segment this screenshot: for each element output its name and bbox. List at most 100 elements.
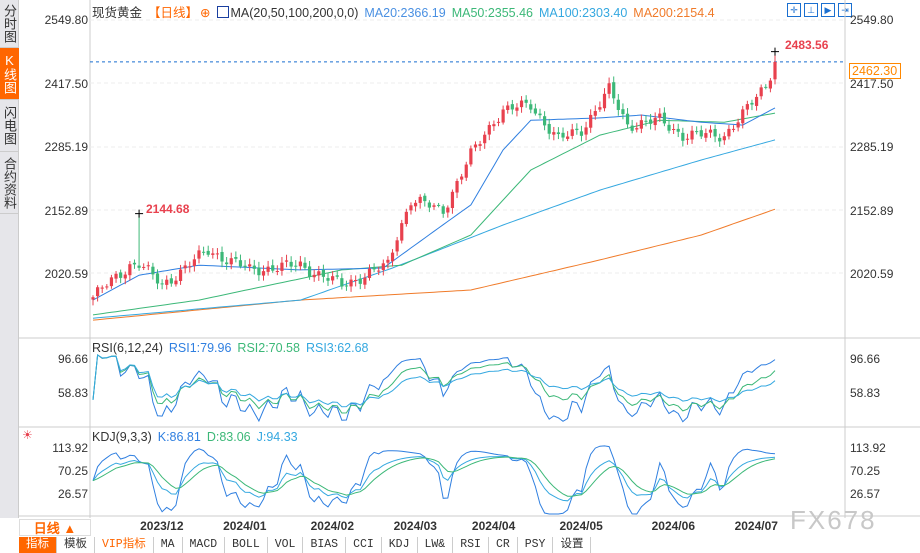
kdj-d-line: [92, 456, 776, 497]
candle-body: [630, 125, 634, 131]
crosshair-tool-icon[interactable]: ✛: [787, 3, 801, 17]
candle-body: [685, 138, 690, 140]
tab-boll[interactable]: BOLL: [225, 537, 268, 553]
candle-body: [215, 253, 220, 255]
tab-vip[interactable]: VIP指标: [95, 537, 154, 553]
sidebar-item-timeshare[interactable]: 分时图: [0, 0, 19, 48]
candle-body: [160, 283, 164, 285]
candle-body: [653, 117, 657, 126]
tab-kdj[interactable]: KDJ: [381, 537, 418, 553]
candle-body: [243, 265, 247, 267]
tab-indicators[interactable]: 指标: [19, 537, 57, 553]
candle-body: [644, 120, 648, 122]
tab-templates[interactable]: 模板: [57, 537, 95, 553]
candle-body: [584, 127, 588, 135]
candle-body: [552, 132, 556, 135]
candle-body: [349, 279, 353, 287]
tab-cci[interactable]: CCI: [346, 537, 382, 553]
play-icon[interactable]: ▶: [821, 3, 835, 17]
candle-body: [741, 109, 745, 124]
candle-body: [487, 125, 491, 135]
candle-body: [340, 278, 344, 287]
tab-macd[interactable]: MACD: [182, 537, 226, 553]
kdj-axis-label: 113.92: [52, 441, 88, 455]
view-sidebar: 分时图 K线图 闪电图 合约资料: [0, 0, 19, 518]
candle-body: [137, 265, 141, 268]
rsi-axis-label: 58.83: [57, 386, 88, 400]
candle-body: [211, 253, 215, 255]
candle-body: [119, 272, 123, 278]
candle-body: [745, 104, 749, 110]
candle-body: [589, 114, 593, 128]
candle-body: [676, 128, 680, 132]
ma-indicator[interactable]: MA(20,50,100,200,0,0): [230, 6, 359, 20]
tab-cr[interactable]: CR: [488, 537, 518, 553]
watermark: FX678: [790, 505, 877, 535]
kdj-d-value: D:83.06: [206, 430, 251, 444]
candle-body: [284, 260, 289, 262]
candle-body: [566, 136, 570, 139]
candle-body: [768, 80, 772, 89]
tab-bias[interactable]: BIAS: [303, 537, 347, 553]
candle-body: [271, 265, 275, 271]
candle-body: [635, 128, 639, 130]
tab-rsi[interactable]: RSI: [453, 537, 489, 553]
price-axis-label: 2549.80: [850, 13, 894, 27]
candle-body: [506, 105, 510, 110]
candle-body: [593, 111, 597, 116]
spike-annotation: 2144.68: [146, 202, 190, 216]
candle-body: [114, 273, 118, 279]
indicator-chart-icon[interactable]: [216, 6, 229, 18]
ma100-line: [92, 139, 776, 319]
candle-body: [524, 99, 528, 103]
ma200-line: [92, 208, 776, 321]
sidebar-item-kline[interactable]: K线图: [0, 48, 19, 100]
sidebar-item-contract[interactable]: 合约资料: [0, 152, 19, 214]
rsi-title: RSI(6,12,24): [92, 341, 163, 355]
tab-settings[interactable]: 设置: [553, 537, 592, 553]
time-axis-label: 2024/07: [734, 519, 778, 533]
candle-body: [722, 136, 726, 141]
candle-body: [275, 271, 279, 273]
price-axis-label: 2285.19: [850, 140, 894, 154]
candle-body: [261, 271, 266, 276]
candle-body: [754, 96, 759, 106]
zoom-range-icon[interactable]: ⊥: [804, 3, 818, 17]
tab-psy[interactable]: PSY: [517, 537, 554, 553]
settings-sun-icon[interactable]: ☀: [22, 428, 33, 442]
candle-body: [501, 109, 505, 123]
candle-body: [658, 113, 662, 118]
time-axis-label: 2024/05: [559, 519, 603, 533]
tab-vol[interactable]: VOL: [267, 537, 304, 553]
candle-body: [372, 267, 376, 270]
candle-body: [155, 273, 160, 284]
candle-body: [427, 202, 431, 208]
candle-body: [201, 251, 206, 253]
candle-body: [455, 181, 459, 193]
time-axis-label: 2024/06: [651, 519, 695, 533]
candle-body: [96, 287, 100, 297]
candle-body: [303, 262, 307, 268]
tab-ma[interactable]: MA: [153, 537, 183, 553]
candle-body: [460, 176, 464, 180]
high-annotation: 2483.56: [785, 38, 829, 52]
ma200-value: MA200:2154.4: [633, 6, 715, 20]
kdj-header: KDJ(9,3,3) K:86.81 D:83.06 J:94.33: [92, 430, 304, 444]
candle-body: [409, 205, 413, 211]
candle-body: [294, 265, 298, 267]
price-axis-label: 2549.80: [44, 13, 88, 27]
period-selector[interactable]: 日线 ▲: [19, 519, 91, 536]
candle-body: [321, 269, 326, 277]
candle-body: [280, 262, 284, 271]
candle-body: [704, 133, 708, 138]
candle-body: [206, 250, 210, 255]
candle-body: [142, 266, 146, 268]
rsi2-value: RSI2:70.58: [237, 341, 300, 355]
crosshair-icon[interactable]: ⊕: [200, 6, 211, 20]
candle-body: [298, 261, 302, 267]
tab-lw[interactable]: LW&: [417, 537, 454, 553]
sidebar-item-flash[interactable]: 闪电图: [0, 100, 19, 152]
current-price-box: 2462.30: [849, 63, 901, 79]
candle-body: [450, 191, 455, 209]
